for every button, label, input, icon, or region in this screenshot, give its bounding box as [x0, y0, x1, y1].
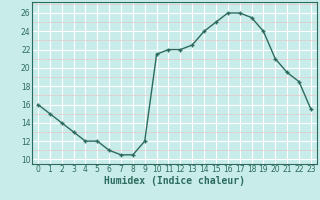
X-axis label: Humidex (Indice chaleur): Humidex (Indice chaleur) — [104, 176, 245, 186]
